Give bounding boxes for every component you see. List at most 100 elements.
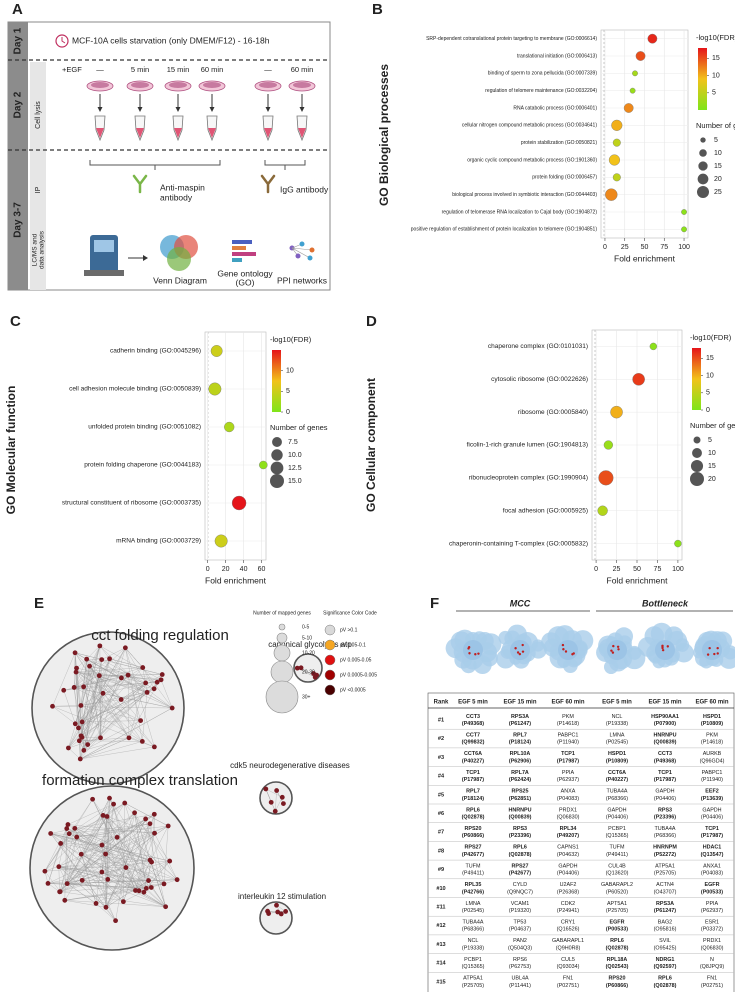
hub-node [610,649,613,652]
uniprot-id: (P24941) [557,908,579,914]
network-edge [80,741,143,760]
network-edge [69,833,127,868]
network-node [65,822,71,827]
network-edge [106,816,178,880]
network-edge [81,854,147,889]
colorbar-title: -log10(FDR) [690,333,732,342]
size-key [270,660,294,684]
rank: #15 [436,979,445,985]
network-node [138,718,144,723]
instrument-screen [94,240,114,252]
network-node [56,864,62,870]
bubble [612,138,621,147]
uniprot-id: (P42677) [509,871,531,877]
instrument-base [84,270,124,276]
network-node [140,665,146,670]
network-node [274,788,280,793]
network-node [263,786,269,792]
network-edge [106,816,149,881]
network-node [167,858,173,864]
gene-name: PABPC1 [558,733,579,739]
network-edge [82,798,110,881]
gene-name: LMNA [466,901,481,907]
label: data analysis [39,230,46,269]
network-edge [67,803,114,825]
legend-label: 20-30 [302,669,315,675]
network-node [146,878,151,883]
bubble [632,373,645,386]
network-node [79,877,85,883]
network-node [73,669,79,675]
gene-name: GAPDH [655,789,674,795]
column-header: EGF 60 min [551,700,584,706]
tube-liquid [208,128,216,138]
network-edge [50,833,170,862]
network-edge [134,812,178,880]
bubble [611,119,623,131]
network-node [61,687,67,693]
network-node [114,834,120,840]
uniprot-id: (P25705) [462,983,484,989]
uniprot-id: (P04406) [701,815,723,821]
uniprot-id: (P17987) [462,777,484,783]
network-edge [89,645,101,667]
network-edge [125,647,146,683]
network-edge [148,860,170,881]
category-label: cadherin binding (GO:0045296) [110,348,201,355]
legend-label: pV >0.1 [340,627,358,633]
network-edge [149,859,166,907]
cluster-label: canonical glycolysis atp [268,640,352,649]
colorbar-tick-label: 10 [706,372,714,379]
network-core [463,640,483,660]
gene-name: GABARAPL1 [552,938,584,944]
uniprot-id: (Q06830) [701,945,724,951]
network-node [266,911,272,916]
network-node [312,674,318,680]
network-edge [76,667,130,738]
legend-title: Number of mapped genes [253,610,311,616]
rank: #5 [438,792,444,798]
network-edge [79,674,129,741]
network-edge [99,645,148,693]
rank: #11 [436,904,445,910]
network-node [161,881,167,887]
gene-name: PKM [706,733,718,739]
network-node [99,869,105,875]
ppi-edge [291,247,313,251]
colorbar-tick-label: 10 [286,368,294,375]
network-edge [76,836,106,855]
network-edge [74,799,93,829]
gene-name: CCT6A [608,770,626,776]
network-node [79,719,85,725]
label: IgG antibody [280,184,329,194]
network-edge [81,854,127,868]
network-node [62,897,68,903]
gene-name: ATP5A1 [463,976,483,982]
network-node [148,885,154,890]
network-edge [134,812,147,889]
network-edge [76,667,104,694]
network-edge [102,693,155,748]
dish-cells [203,82,221,88]
network-node [103,851,108,857]
network-node [48,831,54,836]
network-node [81,684,87,690]
network-edge [127,675,141,721]
size-legend-label: 15.0 [288,478,302,485]
network-edge [275,797,283,812]
uniprot-id: (P23396) [654,815,676,821]
gene-name: APT5A1 [607,901,627,907]
network-edge [67,837,118,884]
network-edge [50,833,103,873]
gene-name: NCL [468,938,479,944]
network-blob [675,638,690,652]
network-node [72,650,78,656]
ppi-node [299,241,305,247]
arrow-head [265,107,271,112]
network-edge [125,647,143,742]
x-tick-label: 25 [613,566,621,573]
gene-name: TUFM [466,863,481,869]
network-edge [107,879,136,891]
network-node [78,851,84,857]
clock-hands [61,37,66,44]
